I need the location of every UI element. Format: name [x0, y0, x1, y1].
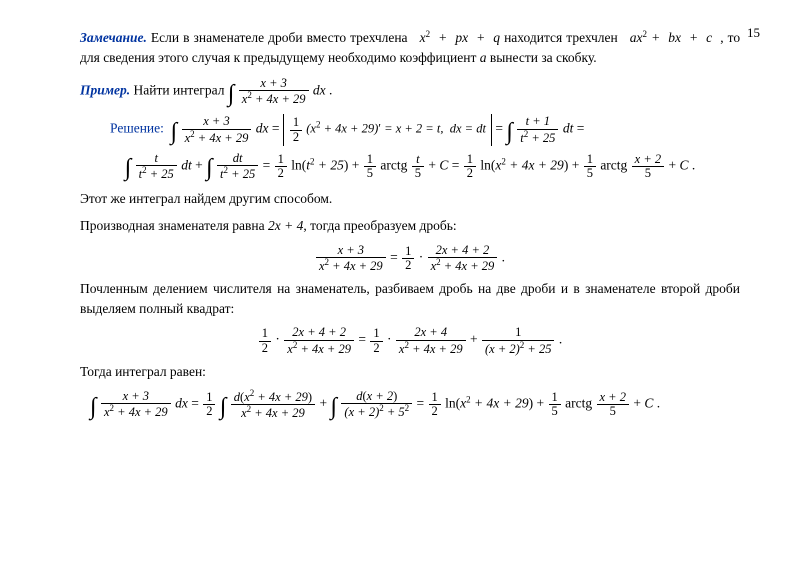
remark-end: вынести за скобку.: [490, 50, 597, 65]
para-deriv: Производная знаменателя равна 2x + 4, то…: [80, 216, 740, 236]
remark-trinomial1: x2 + px + q: [412, 30, 500, 45]
eq-transform: x + 3x2 + 4x + 29 = 12 · 2x + 4 + 2x2 + …: [80, 244, 740, 273]
solution-label: Решение:: [110, 121, 164, 136]
eq-final: ∫ x + 3x2 + 4x + 29 dx = 12 ∫ d(x2 + 4x …: [80, 389, 740, 420]
remark-trinomial2: ax2 + bx + c: [622, 30, 716, 45]
para-split: Почленным делением числителя на знаменат…: [80, 279, 740, 318]
para-deriv-post: , тогда преобразуем дробь:: [303, 218, 456, 233]
solution-line-1: Решение: ∫ x + 3x2 + 4x + 29 dx = 12 (x2…: [80, 114, 740, 145]
eq-split: 12 · 2x + 4 + 2x2 + 4x + 29 = 12 · 2x + …: [80, 326, 740, 355]
para-alt: Этот же интеграл найдем другим способом.: [80, 189, 740, 209]
para-deriv-pre: Производная знаменателя равна: [80, 218, 268, 233]
page-number: 15: [747, 24, 760, 43]
remark-label: Замечание.: [80, 30, 147, 45]
remark-paragraph: Замечание. Если в знаменателе дроби вмес…: [80, 28, 740, 67]
remark-a: a: [480, 50, 487, 65]
example-text: Найти интеграл: [134, 83, 228, 98]
remark-mid: находится трехчлен: [504, 30, 618, 45]
solution-line-2: ∫ tt2 + 25 dt + ∫ dtt2 + 25 = 12 ln(t2 +…: [80, 152, 740, 181]
remark-pre: Если в знаменателе дроби вместо трехчлен…: [151, 30, 408, 45]
para-then: Тогда интеграл равен:: [80, 362, 740, 382]
example-label: Пример.: [80, 83, 130, 98]
example-line: Пример. Найти интеграл ∫ x + 3x2 + 4x + …: [80, 77, 740, 106]
